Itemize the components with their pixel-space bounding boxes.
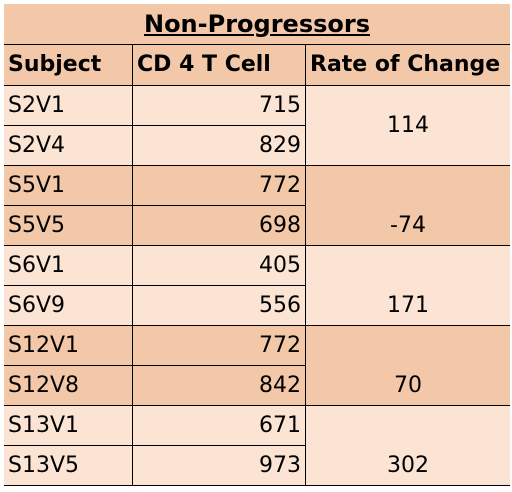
cd4-cell[interactable]: 556: [132, 285, 306, 326]
table-row: S2V1 715 114: [4, 85, 510, 166]
non-progressors-table: Non-Progressors Subject CD 4 T Cell Rate…: [4, 4, 510, 486]
header-row: Subject CD 4 T Cell Rate of Change: [4, 44, 510, 86]
cd4-cell[interactable]: 973: [132, 445, 306, 486]
cd4-cell[interactable]: 671: [132, 405, 306, 446]
rate-cell[interactable]: 70: [305, 325, 510, 406]
subject-cell[interactable]: S6V9: [4, 285, 133, 326]
subject-cell[interactable]: S13V5: [4, 445, 133, 486]
table-row: S5V1 772 -74: [4, 165, 510, 246]
header-subject[interactable]: Subject: [4, 44, 133, 86]
cd4-cell[interactable]: 698: [132, 205, 306, 246]
rate-cell[interactable]: 171: [305, 245, 510, 326]
cd4-cell[interactable]: 715: [132, 85, 306, 126]
cd4-cell[interactable]: 842: [132, 365, 306, 406]
subject-cell[interactable]: S2V4: [4, 125, 133, 166]
subject-cell[interactable]: S12V1: [4, 325, 133, 366]
rate-cell[interactable]: -74: [305, 165, 510, 246]
header-rate[interactable]: Rate of Change: [305, 44, 510, 86]
table-row: S13V1 671 302: [4, 405, 510, 486]
cd4-cell[interactable]: 772: [132, 165, 306, 206]
table-row: S6V1 405 171: [4, 245, 510, 326]
table-title-cell[interactable]: Non-Progressors: [4, 4, 510, 45]
subject-cell[interactable]: S2V1: [4, 85, 133, 126]
cd4-cell[interactable]: 405: [132, 245, 306, 286]
header-cd4[interactable]: CD 4 T Cell: [132, 44, 306, 86]
cd4-cell[interactable]: 829: [132, 125, 306, 166]
table-row: S12V1 772 70: [4, 325, 510, 406]
cd4-cell[interactable]: 772: [132, 325, 306, 366]
subject-cell[interactable]: S13V1: [4, 405, 133, 446]
subject-cell[interactable]: S5V5: [4, 205, 133, 246]
rate-cell[interactable]: 114: [305, 85, 510, 166]
subject-cell[interactable]: S6V1: [4, 245, 133, 286]
rate-cell[interactable]: 302: [305, 405, 510, 486]
subject-cell[interactable]: S12V8: [4, 365, 133, 406]
subject-cell[interactable]: S5V1: [4, 165, 133, 206]
table-title: Non-Progressors: [143, 10, 370, 38]
